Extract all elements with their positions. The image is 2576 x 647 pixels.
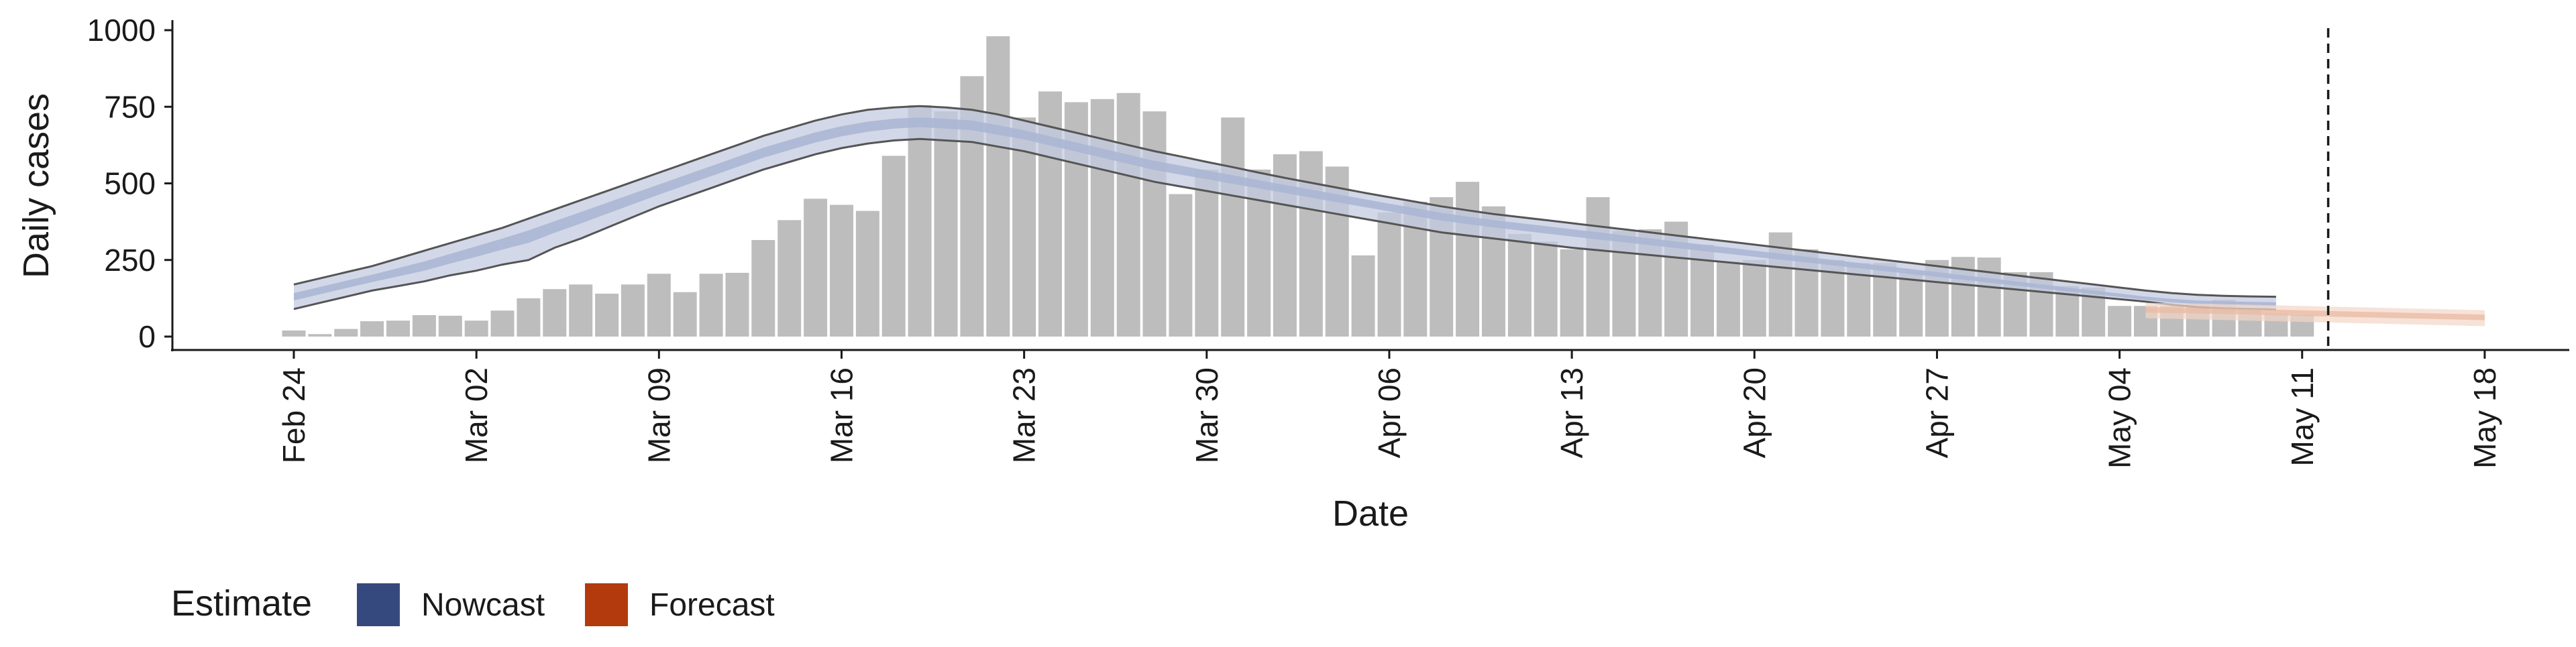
case-bar [308,334,332,337]
case-bar [1899,272,1923,337]
case-bar [621,284,645,337]
x-tick-label: Feb 24 [276,367,311,463]
case-bar [569,284,593,337]
case-bar [1142,111,1167,337]
case-bar [360,321,384,337]
x-tick-label: Mar 16 [824,367,859,463]
case-bar [908,105,932,337]
case-bar [673,292,697,337]
x-tick-label: Apr 06 [1372,367,1407,459]
legend-title: Estimate [171,583,312,624]
y-tick-label: 750 [104,89,156,124]
case-bar [438,315,462,337]
case-bar [725,272,749,337]
y-tick-label: 1000 [87,13,156,48]
case-bar [1090,99,1114,337]
y-tick-label: 250 [104,243,156,278]
forecast-inner-band [2145,307,2485,320]
case-bar [386,320,410,337]
legend-label-forecast: Forecast [649,587,775,623]
case-bar [1116,93,1140,337]
case-bar [986,36,1010,337]
case-bar [464,320,488,337]
case-bar [1221,117,1245,337]
x-axis-title: Date [1332,493,1409,534]
y-axis-ticks: 0 250 500 750 1000 [87,13,172,354]
x-tick-label: May 11 [2285,367,2320,466]
x-tick-label: May 04 [2102,367,2137,469]
case-bar [647,274,671,337]
case-bar [1351,255,1375,337]
x-tick-label: Mar 09 [641,367,676,463]
case-bar [804,198,828,337]
case-bar [490,310,515,337]
case-bar [1195,169,1219,337]
case-bar [830,204,853,337]
legend-swatch-forecast [585,583,628,626]
case-bar [1586,197,1610,337]
case-bar [1377,212,1401,337]
case-bar [751,240,775,337]
case-bar [934,111,958,337]
case-bar [412,315,436,337]
y-tick-label: 500 [104,166,156,201]
x-tick-label: Apr 27 [1919,367,1954,459]
nowcast-upper-line [293,105,2276,298]
x-tick-label: May 18 [2467,367,2502,469]
case-bar [517,298,541,337]
nowcast-lower-line [293,137,2276,311]
legend-label-nowcast: Nowcast [421,587,545,623]
x-tick-label: Apr 13 [1554,367,1589,459]
case-bar [2108,306,2132,337]
legend: Estimate Nowcast Forecast [171,583,775,626]
case-bar [1507,233,1532,337]
case-bar [1560,249,1584,337]
case-bar [1742,259,1766,337]
case-bar [699,274,723,337]
y-tick-label: 0 [138,319,156,354]
case-bar [282,330,306,337]
case-bar [1456,182,1480,337]
case-bar [1534,241,1558,337]
case-bar [1169,194,1193,337]
x-tick-label: Apr 20 [1737,367,1772,459]
x-axis-ticks: Feb 24 Mar 02 Mar 09 Mar 16 Mar 23 Mar 30 Apr … [276,350,2502,469]
nowcast-inner-band [294,117,2276,306]
y-axis-title: Daily cases [16,93,56,278]
case-bar [777,220,802,337]
x-tick-label: Mar 30 [1189,367,1224,463]
case-bar [595,294,619,337]
case-bar [334,329,358,337]
case-bar [855,211,879,337]
case-bar [1716,261,1740,337]
plot-area [282,28,2485,349]
case-bar [543,289,567,337]
case-bar [1977,257,2001,337]
legend-swatch-nowcast [357,583,400,626]
case-bar [1299,151,1323,337]
case-bar [881,156,906,337]
x-tick-label: Mar 23 [1007,367,1042,463]
x-tick-label: Mar 02 [459,367,494,463]
